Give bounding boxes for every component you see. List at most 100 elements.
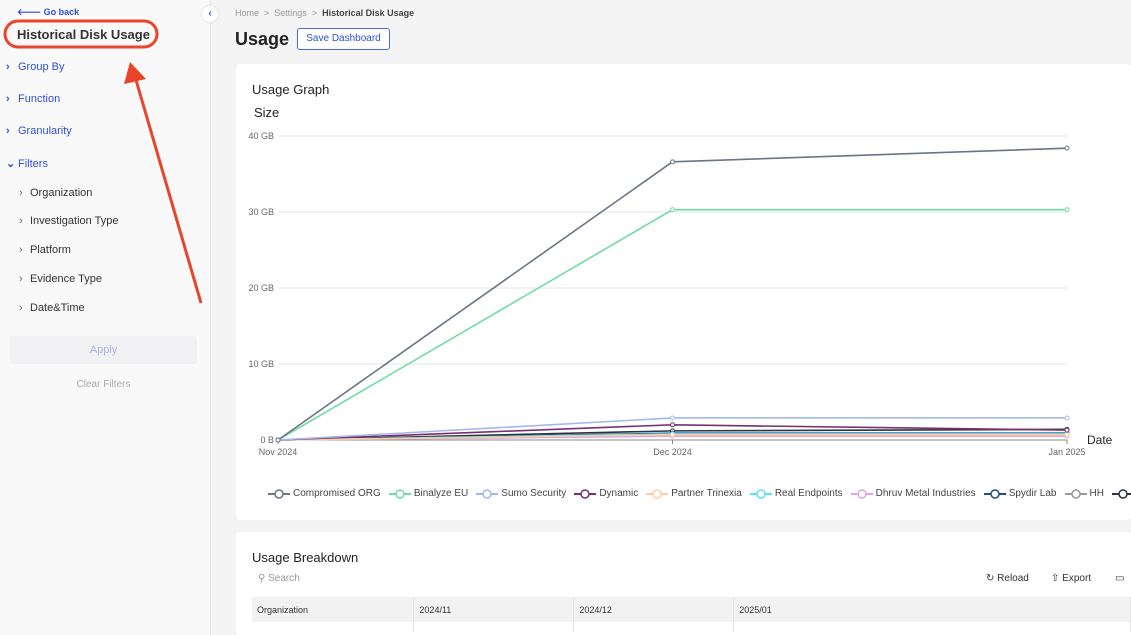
reload-icon: ↻ <box>986 573 998 584</box>
breadcrumb-home[interactable]: Home <box>235 8 260 18</box>
legend-marker-icon <box>476 488 499 499</box>
chevron-right-icon: › <box>19 215 23 227</box>
filter-investigation-type[interactable]: › Investigation Type <box>19 215 119 227</box>
chevron-right-icon: › <box>19 187 23 199</box>
arrow-left-icon: 🡐 <box>17 7 44 17</box>
section-function[interactable]: › Function <box>6 93 61 105</box>
y-tick-label: 10 GB <box>248 359 274 369</box>
data-point <box>1064 145 1070 151</box>
series-line <box>277 147 1068 441</box>
legend-label: Dynamic <box>599 488 639 499</box>
sidebar-title: Historical Disk Usage <box>17 27 150 42</box>
legend-marker-icon <box>1064 488 1087 499</box>
legend-item[interactable]: Partner Trinexia <box>646 488 742 499</box>
chevron-right-icon: › <box>6 61 10 73</box>
legend-marker-icon <box>749 488 772 499</box>
filter-evidence-type[interactable]: › Evidence Type <box>19 273 102 285</box>
arrow-head-icon <box>124 62 146 84</box>
legend-label: Sumo Security <box>501 488 567 499</box>
breadcrumb-current: Historical Disk Usage <box>322 8 415 18</box>
section-group-by[interactable]: › Group By <box>6 61 65 73</box>
legend-marker-icon <box>850 488 873 499</box>
chevron-right-icon: › <box>19 273 23 285</box>
usage-graph-card <box>236 64 1131 520</box>
export-button[interactable]: ⇧ Export <box>1051 573 1092 584</box>
legend-label: Compromised ORG <box>293 488 381 499</box>
go-back-link[interactable]: 🡐 Go back <box>17 7 80 17</box>
x-tick-label: Dec 2024 <box>653 447 692 457</box>
y-tick-label: 20 GB <box>248 283 274 293</box>
data-point <box>670 207 675 213</box>
y-tick-label: 0 B <box>260 435 274 445</box>
filter-date-time[interactable]: › Date&Time <box>19 302 85 314</box>
series-line <box>277 208 1067 441</box>
chevron-down-icon: ⌄ <box>6 158 16 170</box>
data-point <box>670 415 675 421</box>
clear-filters-button[interactable]: Clear Filters <box>76 379 131 390</box>
legend-marker-icon <box>646 488 669 499</box>
chart-legend: Compromised ORG Binalyze EU Sumo Security D… <box>268 488 1131 499</box>
annotation-arrow <box>134 79 203 304</box>
column-header[interactable]: Organization <box>252 597 415 622</box>
chevron-right-icon: › <box>6 125 10 137</box>
x-tick-label: Nov 2024 <box>259 447 298 457</box>
legend-marker-icon <box>1111 488 1131 499</box>
collapse-sidebar-button[interactable]: ‹ <box>202 6 218 22</box>
sidebar: 🡐 Go back Historical Disk Usage › Group B… <box>0 0 211 635</box>
filter-organization[interactable]: › Organization <box>19 187 93 199</box>
column-header[interactable]: 2024/12 <box>573 597 735 622</box>
data-point <box>1064 427 1070 433</box>
annotation-overlay <box>3 19 203 304</box>
x-axis-label: Date <box>1087 433 1113 447</box>
legend-label: Real Endpoints <box>774 488 843 499</box>
section-filters[interactable]: ⌄ Filters <box>6 158 48 170</box>
data-point <box>670 159 675 165</box>
legend-item[interactable]: Others <box>1111 488 1131 499</box>
export-icon: ⇧ <box>1051 573 1063 584</box>
legend-label: Binalyze EU <box>413 488 469 499</box>
legend-marker-icon <box>574 488 597 499</box>
apply-button[interactable]: Apply <box>10 336 197 364</box>
filter-platform[interactable]: › Platform <box>19 244 71 256</box>
chevron-right-icon: › <box>6 93 10 105</box>
data-point <box>670 422 675 428</box>
breadcrumb-settings[interactable]: Settings <box>274 8 307 18</box>
columns-icon[interactable]: ▭ <box>1115 573 1125 584</box>
highlight-circle <box>3 19 159 49</box>
section-granularity[interactable]: › Granularity <box>6 125 72 137</box>
legend-item[interactable]: Binalyze EU <box>388 488 469 499</box>
chevron-right-icon: › <box>19 244 23 256</box>
y-axis-label: Size <box>254 105 279 120</box>
usage-line-chart: Size Date 0 B 10 GB 20 GB 30 GB 40 GB Nov 2024 D… <box>248 105 1113 457</box>
data-point <box>1064 432 1070 438</box>
y-tick-label: 40 GB <box>248 131 274 141</box>
legend-marker-icon <box>983 488 1006 499</box>
graph-title: Usage Graph <box>252 82 330 97</box>
legend-label: HH <box>1089 488 1104 499</box>
legend-item[interactable]: Dhruv Metal Industries <box>850 488 976 499</box>
column-header[interactable]: 2024/11 <box>413 597 575 622</box>
data-point <box>1064 415 1070 421</box>
legend-item[interactable]: Sumo Security <box>476 488 566 499</box>
y-tick-label: 30 GB <box>248 207 274 217</box>
legend-item[interactable]: Real Endpoints <box>749 488 843 499</box>
usage-breakdown-table: Organization 2024/11 2024/12 2025/01 <box>252 597 1131 632</box>
legend-label: Partner Trinexia <box>671 488 742 499</box>
data-point <box>275 437 281 443</box>
save-dashboard-button[interactable]: Save Dashboard <box>297 28 390 50</box>
reload-button[interactable]: ↻ Reload <box>986 573 1029 584</box>
breadcrumb: Home > Settings > Historical Disk Usage <box>235 8 415 18</box>
legend-item[interactable]: Compromised ORG <box>268 488 381 499</box>
legend-item[interactable]: Spydir Lab <box>983 488 1057 499</box>
data-point <box>1064 207 1070 213</box>
column-header[interactable]: 2025/01 <box>733 597 1131 622</box>
search-input[interactable]: ⚲ Search <box>258 573 300 584</box>
legend-label: Spydir Lab <box>1008 488 1057 499</box>
breakdown-title: Usage Breakdown <box>252 550 359 565</box>
x-tick-label: Jan 2025 <box>1048 447 1085 457</box>
legend-item[interactable]: HH <box>1064 488 1104 499</box>
legend-label: Dhruv Metal Industries <box>875 488 976 499</box>
legend-marker-icon <box>388 488 411 499</box>
legend-item[interactable]: Dynamic <box>574 488 638 499</box>
page-title: Usage <box>235 29 290 49</box>
